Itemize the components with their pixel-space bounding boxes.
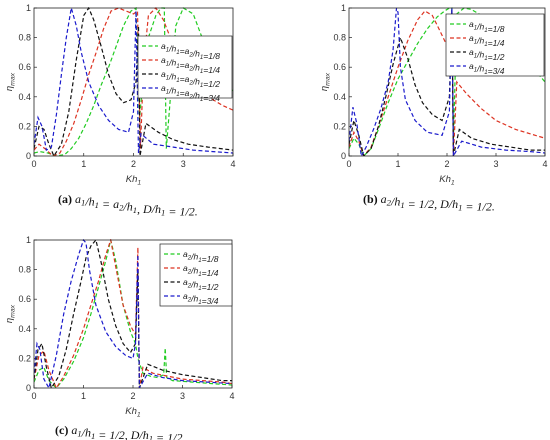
chart-panel-b: 0 1 2 3 400.20.40.60.81Kh1ηmaxa1/h1=1/8a1/h1… <box>319 3 548 214</box>
legend-label: a2/h1=1/8 <box>183 249 219 264</box>
x-tick-label: 1 <box>81 159 86 169</box>
chart-panel-a: 0 1 2 3 4 0 0.2 0.4 0.6 0.8 1 Kh1 ηmax a1/h1=a2/h1=1/… <box>4 3 236 219</box>
y-tick-label: 0.4 <box>333 92 346 102</box>
panel-caption: (c) a1/h1 = 1/2, D/h1 = 1/2. <box>55 423 185 440</box>
x-tick-label: 0 <box>346 159 351 169</box>
chart-panel-c: 0 1 2 3 400.20.40.60.81Kh1ηmaxa2/h1=1/8a2/h1… <box>4 235 235 440</box>
x-axis-label: Kh1 <box>125 406 141 419</box>
legend-label: a1/h1=a2/h1=1/4 <box>161 55 220 75</box>
legend-label: a1/h1=1/4 <box>469 33 505 48</box>
y-axis-label: ηmax <box>319 72 332 91</box>
x-tick-label: 4 <box>229 391 234 401</box>
y-axis-label: ηmax <box>4 304 17 323</box>
x-tick-label: 3 <box>180 391 185 401</box>
y-tick-label: 0.2 <box>333 121 346 131</box>
series-line-3 <box>34 7 233 156</box>
y-tick-label: 0 <box>26 151 31 161</box>
x-tick-label: 2 <box>444 159 449 169</box>
legend-label: a2/h1=1/4 <box>183 263 219 278</box>
y-tick-label: 0.6 <box>18 294 31 304</box>
legend-label: a1/h1=a2/h1=3/4 <box>161 83 220 103</box>
series-line-3 <box>349 9 545 156</box>
y-tick-label: 0.6 <box>18 62 31 72</box>
x-tick-label: 4 <box>230 159 235 169</box>
y-tick-label: 1 <box>26 235 31 245</box>
series-line-4 <box>349 7 545 156</box>
y-tick-label: 0 <box>341 151 346 161</box>
y-tick-label: 0 <box>26 383 31 393</box>
y-axis-label: ηmax <box>4 72 17 91</box>
y-tick-label: 0.2 <box>18 353 31 363</box>
y-tick-label: 0.4 <box>18 324 31 334</box>
legend-label: a1/h1=a2/h1=1/2 <box>161 69 220 89</box>
x-tick-label: 0 <box>31 391 36 401</box>
x-tick-label: 2 <box>130 391 135 401</box>
legend-label: a1/h1=a2/h1=1/8 <box>161 41 220 61</box>
panel-caption: (b) a2/h1 = 1/2, D/h1 = 1/2. <box>363 192 495 214</box>
x-axis-label: Kh1 <box>439 174 455 187</box>
series-line-3 <box>34 239 232 388</box>
panel-caption: (a) a1/h1 = a2/h1, D/h1 = 1/2. <box>58 192 198 219</box>
legend-label: a1/h1=1/8 <box>469 19 505 34</box>
legend-box <box>137 35 233 99</box>
y-tick-label: 0.4 <box>18 92 31 102</box>
y-tick-label: 0.8 <box>333 33 346 43</box>
y-tick-label: 0.8 <box>18 265 31 275</box>
x-tick-label: 3 <box>181 159 186 169</box>
x-tick-label: 3 <box>493 159 498 169</box>
series-line-2 <box>349 10 545 156</box>
y-tick-label: 0.6 <box>333 62 346 72</box>
series-line-2 <box>34 239 232 388</box>
x-tick-label: 4 <box>542 159 547 169</box>
legend-box <box>445 13 545 77</box>
y-tick-label: 0.2 <box>18 121 31 131</box>
y-tick-label: 0.8 <box>18 33 31 43</box>
legend-label: a1/h1=1/2 <box>469 47 505 62</box>
legend-label: a1/h1=3/4 <box>469 61 505 76</box>
series-line-1 <box>34 7 233 156</box>
series-line-4 <box>34 7 233 154</box>
x-tick-label: 1 <box>81 391 86 401</box>
legend-label: a2/h1=3/4 <box>183 291 219 306</box>
series-line-4 <box>34 239 232 388</box>
y-tick-label: 1 <box>341 3 346 13</box>
x-tick-label: 2 <box>131 159 136 169</box>
y-tick-label: 1 <box>26 3 31 13</box>
legend-label: a2/h1=1/2 <box>183 277 219 292</box>
x-tick-label: 1 <box>395 159 400 169</box>
x-axis-label: Kh1 <box>126 174 142 187</box>
x-tick-label: 0 <box>31 159 36 169</box>
